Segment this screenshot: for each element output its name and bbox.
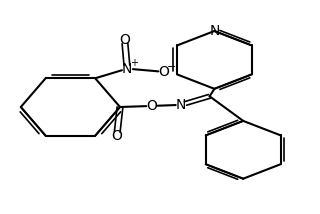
Text: N: N (176, 98, 186, 112)
Text: O: O (119, 33, 130, 47)
Text: O: O (159, 65, 169, 79)
Text: +: + (130, 58, 138, 68)
Text: N: N (122, 62, 132, 76)
Text: N: N (209, 24, 220, 38)
Text: −: − (167, 62, 177, 72)
Text: O: O (147, 99, 157, 113)
Text: O: O (111, 129, 122, 143)
